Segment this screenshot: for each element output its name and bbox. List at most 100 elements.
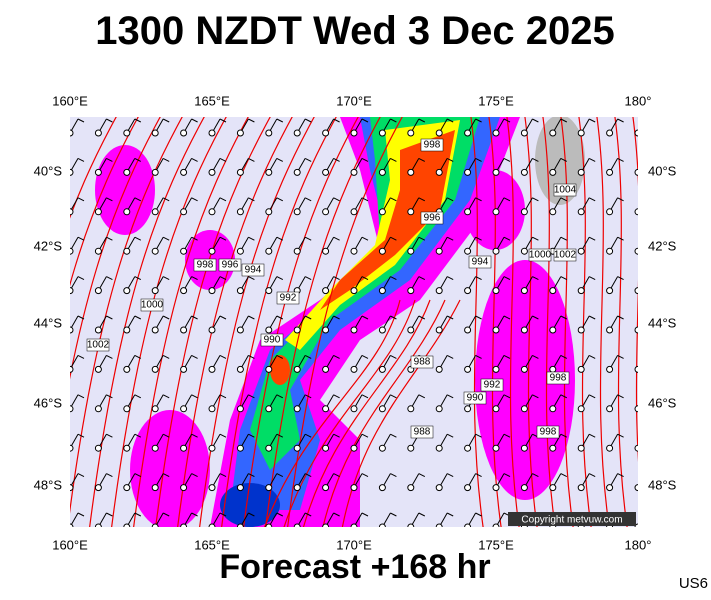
- barb-flag: [304, 512, 312, 517]
- barb-flag: [276, 512, 284, 517]
- isobar-label: 998: [424, 140, 441, 151]
- barb-flag: [646, 119, 652, 122]
- barb-flag: [304, 197, 312, 202]
- station: [407, 247, 415, 255]
- barb-flag: [475, 157, 482, 162]
- barb-flag: [418, 157, 426, 162]
- station: [606, 247, 614, 255]
- station: [94, 523, 102, 527]
- station: [265, 129, 273, 137]
- station: [577, 208, 585, 216]
- station: [350, 523, 358, 527]
- station: [435, 484, 443, 492]
- station: [94, 168, 102, 176]
- station: [123, 405, 131, 413]
- station: [606, 484, 614, 492]
- station: [520, 247, 528, 255]
- barb-flag: [191, 315, 198, 320]
- station: [464, 168, 472, 176]
- station: [634, 287, 638, 295]
- station: [549, 405, 557, 413]
- station: [322, 365, 330, 373]
- station: [322, 168, 330, 176]
- barb-flag: [646, 198, 652, 201]
- isobar-label: 998: [197, 260, 214, 271]
- station: [464, 405, 472, 413]
- barb-flag: [446, 236, 454, 241]
- station: [350, 247, 358, 255]
- barb-flag: [418, 236, 426, 241]
- barb-flag: [361, 118, 369, 123]
- barb-flag: [361, 473, 369, 478]
- station: [606, 129, 614, 137]
- station: [236, 444, 244, 452]
- isobar-label-box: [241, 263, 265, 277]
- station: [634, 208, 638, 216]
- barb-flag: [191, 236, 198, 241]
- station: [378, 129, 386, 137]
- barb-flag: [333, 354, 340, 359]
- station: [520, 484, 528, 492]
- station: [407, 484, 415, 492]
- barb-flag: [503, 473, 511, 478]
- station: [492, 208, 500, 216]
- station: [236, 247, 244, 255]
- station: [70, 247, 74, 255]
- station: [407, 168, 415, 176]
- barb-flag: [532, 354, 539, 359]
- station: [464, 523, 472, 527]
- station: [123, 523, 131, 527]
- barb-flag: [333, 394, 340, 399]
- barb-flag: [588, 197, 596, 202]
- station: [350, 287, 358, 295]
- isobar-label: 1000: [141, 300, 164, 311]
- station: [180, 326, 188, 334]
- station: [634, 168, 638, 176]
- station: [208, 484, 216, 492]
- station: [70, 365, 74, 373]
- isobar: [488, 117, 502, 527]
- barb-flag: [588, 315, 596, 320]
- lon-label: 180°: [625, 537, 652, 552]
- station: [492, 523, 500, 527]
- station: [123, 326, 131, 334]
- barb-flag: [588, 157, 596, 162]
- barb-staff: [637, 328, 638, 330]
- barb-flag: [646, 277, 652, 280]
- barb-flag: [390, 118, 397, 123]
- lat-label: 42°S: [648, 238, 677, 253]
- station: [549, 129, 557, 137]
- barb-flag: [106, 197, 113, 202]
- barb-flag: [106, 276, 113, 281]
- station: [407, 129, 415, 137]
- station: [350, 484, 358, 492]
- isobar-label: 990: [467, 393, 484, 404]
- station: [94, 444, 102, 452]
- barb-flag: [333, 197, 340, 202]
- lon-label: 160°E: [52, 93, 88, 108]
- isobar-label: 988: [414, 427, 431, 438]
- barb-flag: [475, 473, 482, 478]
- station: [70, 208, 74, 216]
- isobar: [341, 299, 461, 527]
- barb-flag: [191, 433, 198, 438]
- isobar: [265, 117, 381, 527]
- station: [123, 365, 131, 373]
- station: [520, 405, 528, 413]
- barb-flag: [304, 118, 312, 123]
- barb-flag: [560, 354, 568, 359]
- barb-flag: [134, 276, 142, 281]
- station: [520, 168, 528, 176]
- barb-flag: [617, 276, 624, 281]
- barb-flag: [134, 197, 142, 202]
- barb-flag: [304, 236, 312, 241]
- barb-flag: [588, 433, 596, 438]
- station: [577, 287, 585, 295]
- barb-flag: [390, 315, 397, 320]
- isobar-label-box: [193, 258, 217, 272]
- barb-flag: [77, 512, 85, 517]
- isobar-label-box: [276, 291, 300, 305]
- barb-staff: [637, 447, 638, 449]
- barb-flag: [560, 236, 568, 241]
- barb-flag: [191, 276, 198, 281]
